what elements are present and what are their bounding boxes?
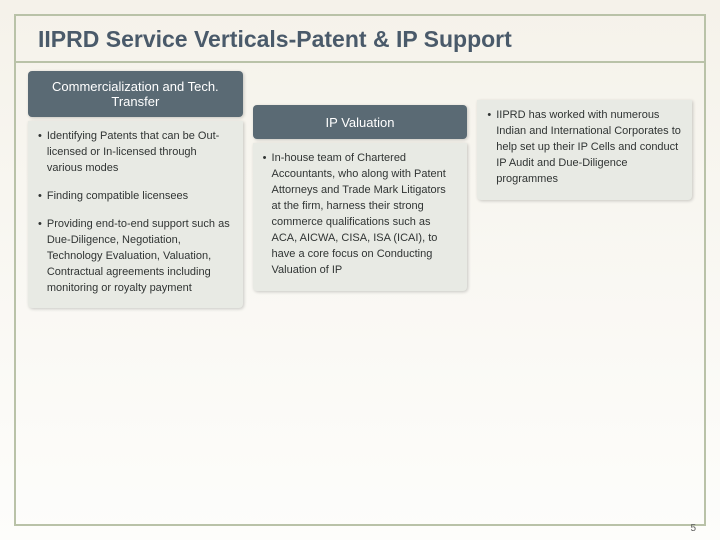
- bullet-text: In-house team of Chartered Accountants, …: [272, 151, 458, 279]
- column-ip-valuation: IP Valuation • In-house team of Chartere…: [253, 71, 468, 505]
- bullet-item: • In-house team of Chartered Accountants…: [263, 151, 458, 279]
- column-header: IP Valuation: [253, 105, 468, 139]
- bullet-item: • IIPRD has worked with numerous Indian …: [487, 108, 682, 188]
- columns-container: Commercialization and Tech. Transfer • I…: [16, 63, 704, 515]
- bullet-item: • Finding compatible licensees: [38, 189, 233, 205]
- bullet-dot-icon: •: [38, 189, 42, 205]
- bullet-item: • Providing end-to-end support such as D…: [38, 217, 233, 297]
- bullet-dot-icon: •: [263, 151, 267, 279]
- slide-frame: IIPRD Service Verticals-Patent & IP Supp…: [14, 14, 706, 526]
- bullet-text: IIPRD has worked with numerous Indian an…: [496, 108, 682, 188]
- bullet-item: • Identifying Patents that can be Out-li…: [38, 129, 233, 177]
- bullet-text: Finding compatible licensees: [47, 189, 188, 205]
- column-ip-audit: IP Audit • IIPRD has worked with numerou…: [477, 71, 692, 505]
- bullet-dot-icon: •: [38, 129, 42, 177]
- page-number: 5: [690, 523, 696, 534]
- bullet-text: Providing end-to-end support such as Due…: [47, 217, 233, 297]
- bullet-text: Identifying Patents that can be Out-lice…: [47, 129, 233, 177]
- bullet-dot-icon: •: [38, 217, 42, 297]
- column-commercialization: Commercialization and Tech. Transfer • I…: [28, 71, 243, 505]
- column-header: Commercialization and Tech. Transfer: [28, 71, 243, 117]
- column-body: • Identifying Patents that can be Out-li…: [28, 121, 243, 308]
- bullet-dot-icon: •: [487, 108, 491, 188]
- slide-title: IIPRD Service Verticals-Patent & IP Supp…: [16, 16, 704, 63]
- slide: IIPRD Service Verticals-Patent & IP Supp…: [0, 0, 720, 540]
- column-body: • IIPRD has worked with numerous Indian …: [477, 100, 692, 200]
- column-body: • In-house team of Chartered Accountants…: [253, 143, 468, 291]
